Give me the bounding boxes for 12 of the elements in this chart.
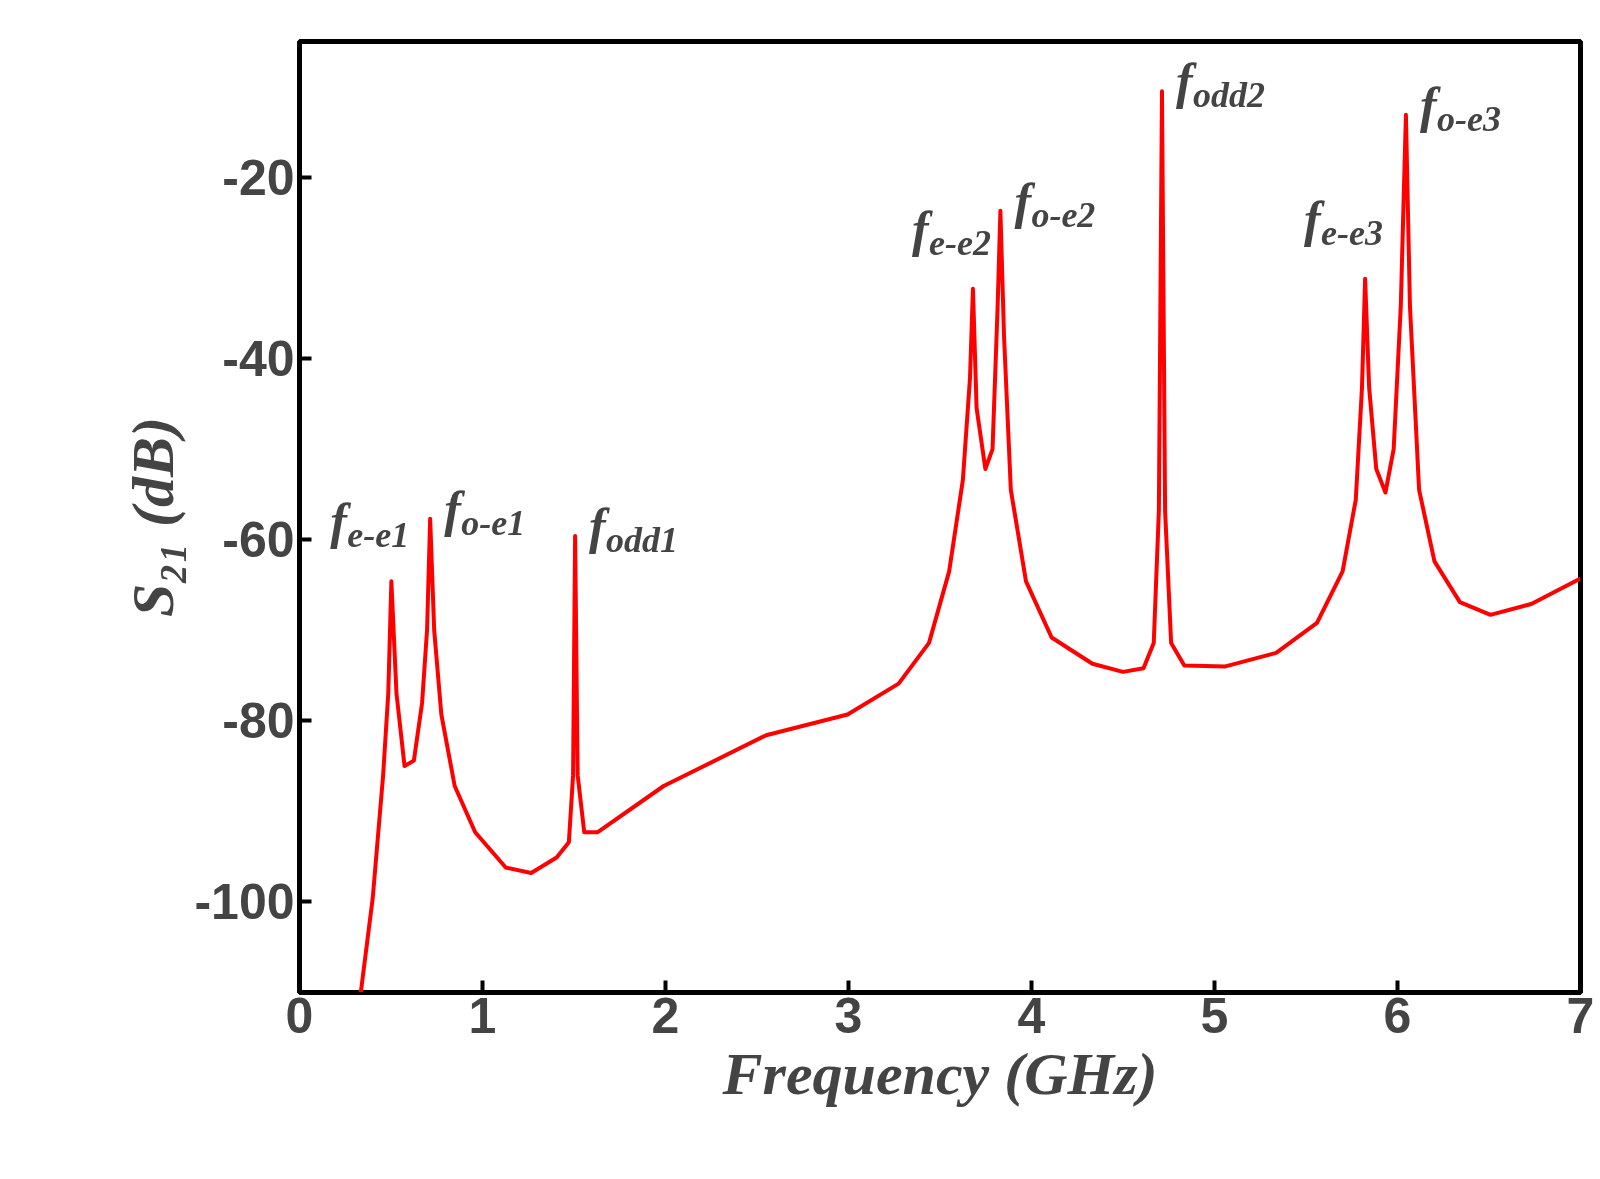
x-tick-label: 7	[1566, 987, 1595, 1044]
x-tick-label: 0	[285, 987, 314, 1044]
y-axis-title: S₂₁ (dB)	[120, 416, 187, 618]
x-tick-label: 6	[1383, 987, 1412, 1044]
y-tick-label: -60	[222, 512, 295, 569]
x-tick-label: 2	[651, 987, 680, 1044]
y-tick-label: -40	[222, 331, 295, 387]
y-tick-label: -100	[194, 874, 295, 931]
x-tick-label: 1	[468, 987, 497, 1044]
y-tick-label: -20	[222, 149, 295, 206]
x-tick-label: 5	[1200, 987, 1229, 1044]
y-tick-label: -80	[222, 693, 295, 750]
